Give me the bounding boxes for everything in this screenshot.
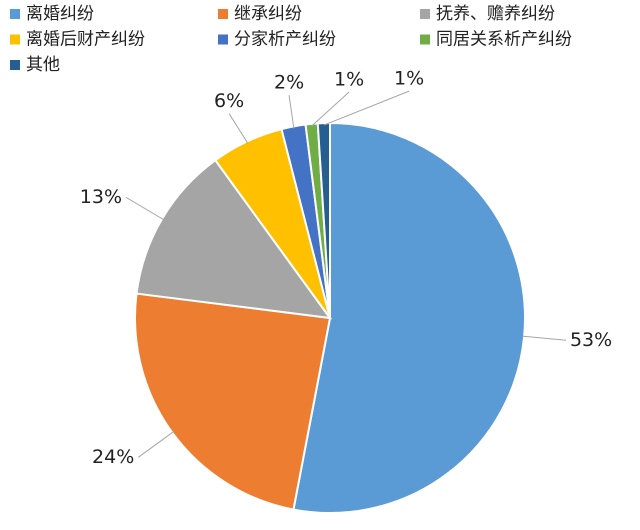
data-label: 6%: [214, 90, 244, 112]
leader-line: [137, 431, 175, 458]
legend-label: 离婚纠纷: [26, 4, 94, 24]
leader-line: [323, 90, 410, 126]
data-label: 2%: [274, 72, 304, 94]
leader-line: [288, 95, 295, 129]
legend-label: 离婚后财产纠纷: [26, 30, 145, 50]
legend-swatch: [218, 34, 228, 45]
legend-swatch: [218, 9, 228, 19]
legend-swatch: [10, 34, 20, 45]
legend-label: 抚养、赡养纠纷: [436, 4, 555, 24]
leader-line: [311, 91, 350, 127]
legend-label: 分家析产纠纷: [234, 30, 336, 50]
data-label: 53%: [570, 329, 612, 351]
legend-swatch: [10, 9, 20, 19]
leader-line: [522, 335, 566, 341]
data-label: 24%: [92, 446, 134, 468]
legend-swatch: [420, 34, 430, 45]
legend-swatch: [420, 9, 430, 19]
leader-line: [125, 196, 165, 221]
leader-line: [228, 113, 249, 144]
data-label: 13%: [80, 186, 122, 208]
data-label: 1%: [394, 68, 424, 90]
legend-swatch: [10, 60, 20, 70]
legend-label: 同居关系析产纠纷: [436, 30, 572, 50]
legend-label: 继承纠纷: [234, 4, 302, 24]
data-label: 1%: [334, 69, 364, 91]
legend-label: 其他: [26, 55, 60, 75]
